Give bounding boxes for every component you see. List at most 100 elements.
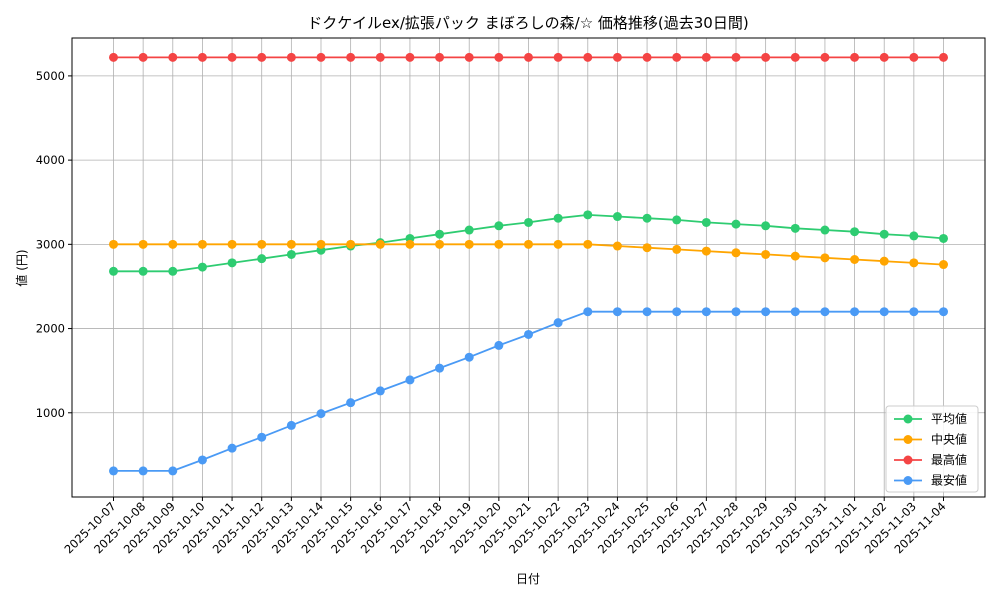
legend-box bbox=[885, 405, 979, 493]
data-point bbox=[109, 52, 118, 62]
data-point bbox=[435, 229, 445, 239]
data-point bbox=[672, 244, 682, 254]
x-axis-label: 日付 bbox=[516, 572, 540, 586]
data-point bbox=[524, 239, 533, 249]
data-point bbox=[286, 52, 296, 62]
data-point bbox=[227, 443, 237, 453]
data-point bbox=[227, 52, 237, 62]
data-point bbox=[405, 239, 415, 249]
data-point bbox=[524, 52, 533, 62]
data-point bbox=[790, 52, 800, 62]
data-point bbox=[168, 466, 178, 476]
legend-label: 中央値 bbox=[931, 432, 967, 447]
data-point bbox=[909, 258, 919, 268]
legend-item: 最安値 bbox=[894, 473, 967, 488]
data-point bbox=[375, 239, 385, 249]
legend-label: 最安値 bbox=[931, 473, 967, 488]
data-point bbox=[939, 233, 948, 243]
data-point bbox=[731, 52, 741, 62]
data-point bbox=[553, 239, 563, 249]
data-point bbox=[168, 239, 178, 249]
data-point bbox=[553, 213, 563, 223]
data-point bbox=[642, 213, 652, 223]
data-point bbox=[583, 307, 593, 317]
data-point bbox=[494, 239, 504, 249]
y-tick-label: 4000 bbox=[36, 153, 65, 167]
data-point bbox=[701, 217, 711, 227]
data-point bbox=[850, 307, 860, 317]
data-point bbox=[405, 375, 415, 385]
data-point bbox=[227, 239, 237, 249]
data-point bbox=[820, 52, 830, 62]
data-point bbox=[464, 52, 474, 62]
data-point bbox=[790, 251, 800, 261]
legend-marker bbox=[903, 435, 913, 444]
data-point bbox=[109, 266, 118, 276]
data-point bbox=[227, 258, 237, 268]
data-point bbox=[701, 307, 711, 317]
data-point bbox=[435, 239, 445, 249]
data-point bbox=[820, 253, 830, 263]
y-axis-label: 値 (円) bbox=[14, 249, 29, 286]
data-point bbox=[109, 466, 118, 476]
y-tick-label: 3000 bbox=[36, 237, 65, 251]
data-point bbox=[464, 239, 474, 249]
data-point bbox=[494, 52, 504, 62]
x-axis: 2025-10-072025-10-082025-10-092025-10-10… bbox=[61, 497, 949, 556]
data-point bbox=[642, 52, 652, 62]
data-point bbox=[909, 52, 919, 62]
data-point bbox=[612, 52, 622, 62]
series-layer bbox=[109, 52, 948, 476]
data-point bbox=[435, 52, 445, 62]
series-中央値 bbox=[109, 239, 948, 270]
data-point bbox=[524, 217, 533, 227]
data-point bbox=[464, 225, 474, 235]
data-point bbox=[257, 52, 267, 62]
data-point bbox=[820, 307, 830, 317]
y-tick-label: 1000 bbox=[36, 406, 65, 420]
data-point bbox=[612, 212, 622, 222]
legend-marker bbox=[903, 455, 913, 465]
data-point bbox=[701, 246, 711, 256]
data-point bbox=[524, 329, 533, 339]
legend-item: 最高値 bbox=[894, 452, 967, 467]
data-point bbox=[761, 249, 771, 259]
data-point bbox=[435, 363, 445, 373]
data-point bbox=[257, 432, 267, 442]
data-point bbox=[138, 52, 148, 62]
data-point bbox=[168, 266, 178, 276]
data-point bbox=[464, 352, 474, 362]
data-point bbox=[642, 307, 652, 317]
data-point bbox=[672, 52, 682, 62]
data-point bbox=[138, 466, 148, 476]
data-point bbox=[346, 52, 356, 62]
legend-marker bbox=[903, 414, 913, 424]
data-point bbox=[138, 266, 148, 276]
data-point bbox=[168, 52, 178, 62]
data-point bbox=[286, 420, 296, 430]
data-point bbox=[939, 52, 948, 62]
data-point bbox=[612, 307, 622, 317]
data-point bbox=[909, 307, 919, 317]
data-point bbox=[375, 386, 385, 396]
data-point bbox=[553, 52, 563, 62]
data-point bbox=[257, 239, 267, 249]
data-point bbox=[850, 254, 860, 264]
data-point bbox=[197, 52, 207, 62]
data-point bbox=[583, 52, 593, 62]
data-point bbox=[672, 307, 682, 317]
data-point bbox=[939, 260, 948, 270]
legend-marker bbox=[903, 476, 913, 485]
legend-label: 最高値 bbox=[931, 452, 967, 467]
data-point bbox=[879, 307, 889, 317]
data-point bbox=[316, 52, 326, 62]
data-point bbox=[761, 52, 771, 62]
y-tick-label: 2000 bbox=[36, 322, 65, 336]
data-point bbox=[790, 223, 800, 233]
data-point bbox=[494, 221, 504, 231]
data-point bbox=[405, 52, 415, 62]
data-point bbox=[316, 239, 326, 249]
data-point bbox=[850, 52, 860, 62]
data-point bbox=[583, 239, 593, 249]
